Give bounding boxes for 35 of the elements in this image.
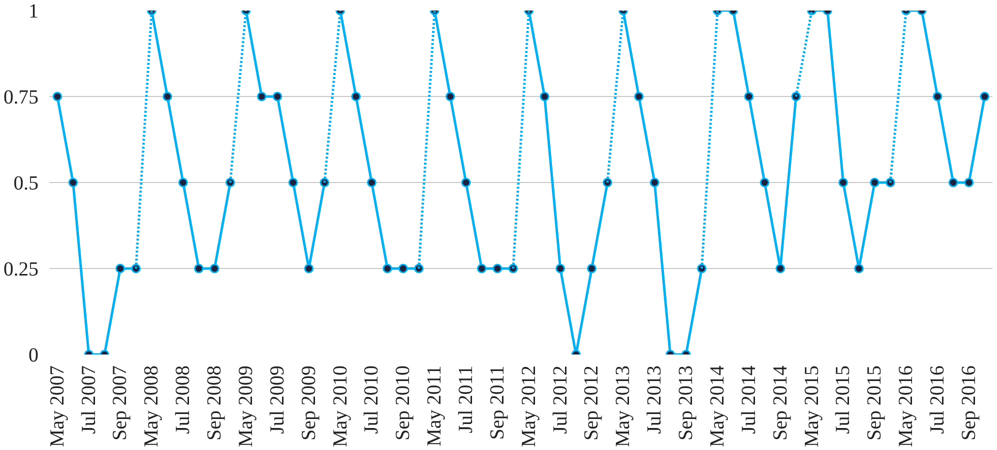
- x-tick-label: Sep 2013: [675, 366, 698, 440]
- y-tick-label: 0.5: [14, 172, 38, 194]
- x-tick-label: Jul 2007: [78, 365, 100, 434]
- x-tick-label: May 2007: [46, 365, 68, 448]
- x-tick-label: May 2011: [424, 365, 446, 446]
- x-tick-label: Sep 2012: [580, 366, 603, 440]
- x-tick-label: Jul 2015: [832, 365, 854, 434]
- x-tick-label: Jul 2013: [644, 365, 666, 434]
- x-tick-label: Sep 2007: [109, 366, 132, 440]
- x-tick-label: Sep 2015: [864, 366, 886, 440]
- x-tick-label: Jul 2010: [360, 365, 383, 434]
- y-tick-label: 1: [28, 0, 38, 22]
- y-tick-label: 0.25: [4, 258, 38, 280]
- x-tick-label: Sep 2010: [392, 366, 414, 440]
- x-tick-label: May 2010: [329, 365, 352, 448]
- x-tick-label: Sep 2011: [486, 365, 508, 440]
- y-tick-label: 0.75: [4, 86, 38, 108]
- x-tick-label: Jul 2011: [454, 365, 477, 434]
- x-tick-label: Sep 2008: [204, 366, 226, 440]
- x-tick-label: Sep 2009: [298, 366, 320, 440]
- x-tick-label: May 2009: [234, 365, 257, 448]
- x-tick-label: May 2014: [706, 365, 728, 448]
- x-tick-label: Sep 2016: [958, 366, 980, 440]
- y-tick-label: 0: [28, 344, 38, 366]
- x-tick-label: Jul 2016: [926, 365, 948, 434]
- x-tick-label: May 2016: [895, 365, 918, 448]
- x-tick-label: May 2013: [612, 365, 634, 448]
- x-tick-label: Jul 2008: [172, 365, 194, 434]
- x-tick-label: Jul 2012: [549, 365, 572, 434]
- x-tick-label: May 2015: [800, 365, 823, 448]
- x-tick-label: Sep 2014: [769, 366, 792, 440]
- x-tick-label: Jul 2014: [738, 365, 760, 434]
- x-tick-label: May 2012: [518, 365, 540, 448]
- x-tick-label: May 2008: [140, 365, 163, 448]
- x-tick-label: Jul 2009: [266, 365, 288, 434]
